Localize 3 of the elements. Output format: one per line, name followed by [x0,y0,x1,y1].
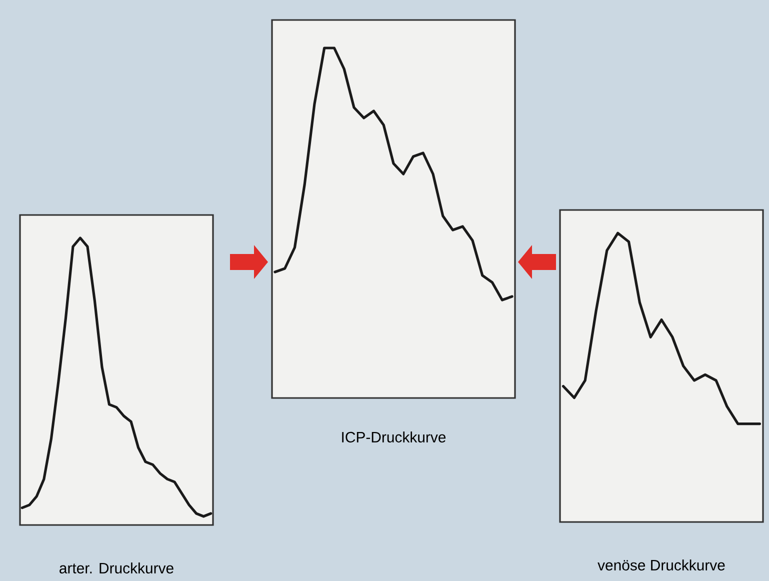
x-axis-title: arter. Druckkurve [60,562,174,574]
x-axis-title: ICP-Druckkurve [342,432,446,442]
x-axis-title: venöse Druckkurve [598,560,725,570]
